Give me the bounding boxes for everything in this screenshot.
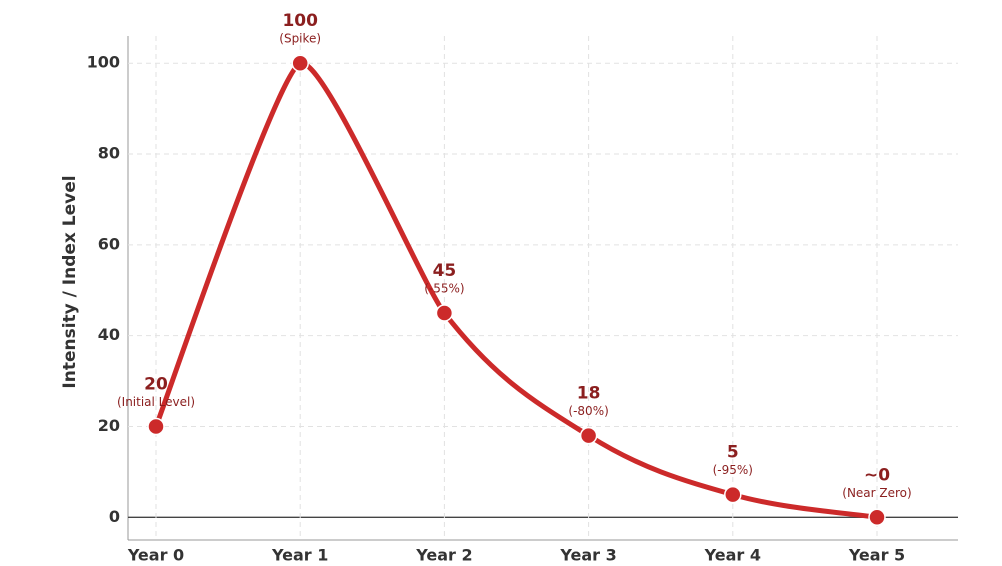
annotation: (-55%) [424,281,464,295]
y-tick-label: 20 [98,416,120,435]
point [868,508,886,527]
value-label: 45 [433,261,457,281]
y-axis-label: Intensity / Index Level [60,175,80,388]
point [147,417,165,436]
y-tick-label: 100 [87,53,120,72]
point [435,304,454,322]
point [724,485,742,504]
point [291,54,309,72]
y-tick-label: 80 [98,144,120,163]
x-tick-label: Year 1 [271,546,328,565]
value-label: 18 [577,384,601,404]
x-tick-label: Year 0 [127,546,184,565]
annotation: (-95%) [713,463,753,477]
line [153,60,880,520]
y-tick-label: 60 [98,234,120,253]
value-label: 20 [144,374,168,394]
x-tick-label: Year 4 [704,546,761,565]
y-tick-label: 40 [98,325,120,344]
annotation: (Spike) [279,32,321,46]
value-label: 100 [282,11,318,31]
x-tick-label: Year 3 [559,546,616,565]
x-tick-label: Year 2 [415,546,472,565]
annotation: (Initial Level) [117,395,195,409]
y-tick-label: 0 [109,507,120,526]
value-label: 5 [727,443,739,463]
value-label: ~0 [864,465,890,485]
annotation: (-80%) [568,404,608,418]
x-tick-label: Year 5 [848,546,905,565]
point [579,426,598,445]
annotation: (Near Zero) [842,486,911,500]
